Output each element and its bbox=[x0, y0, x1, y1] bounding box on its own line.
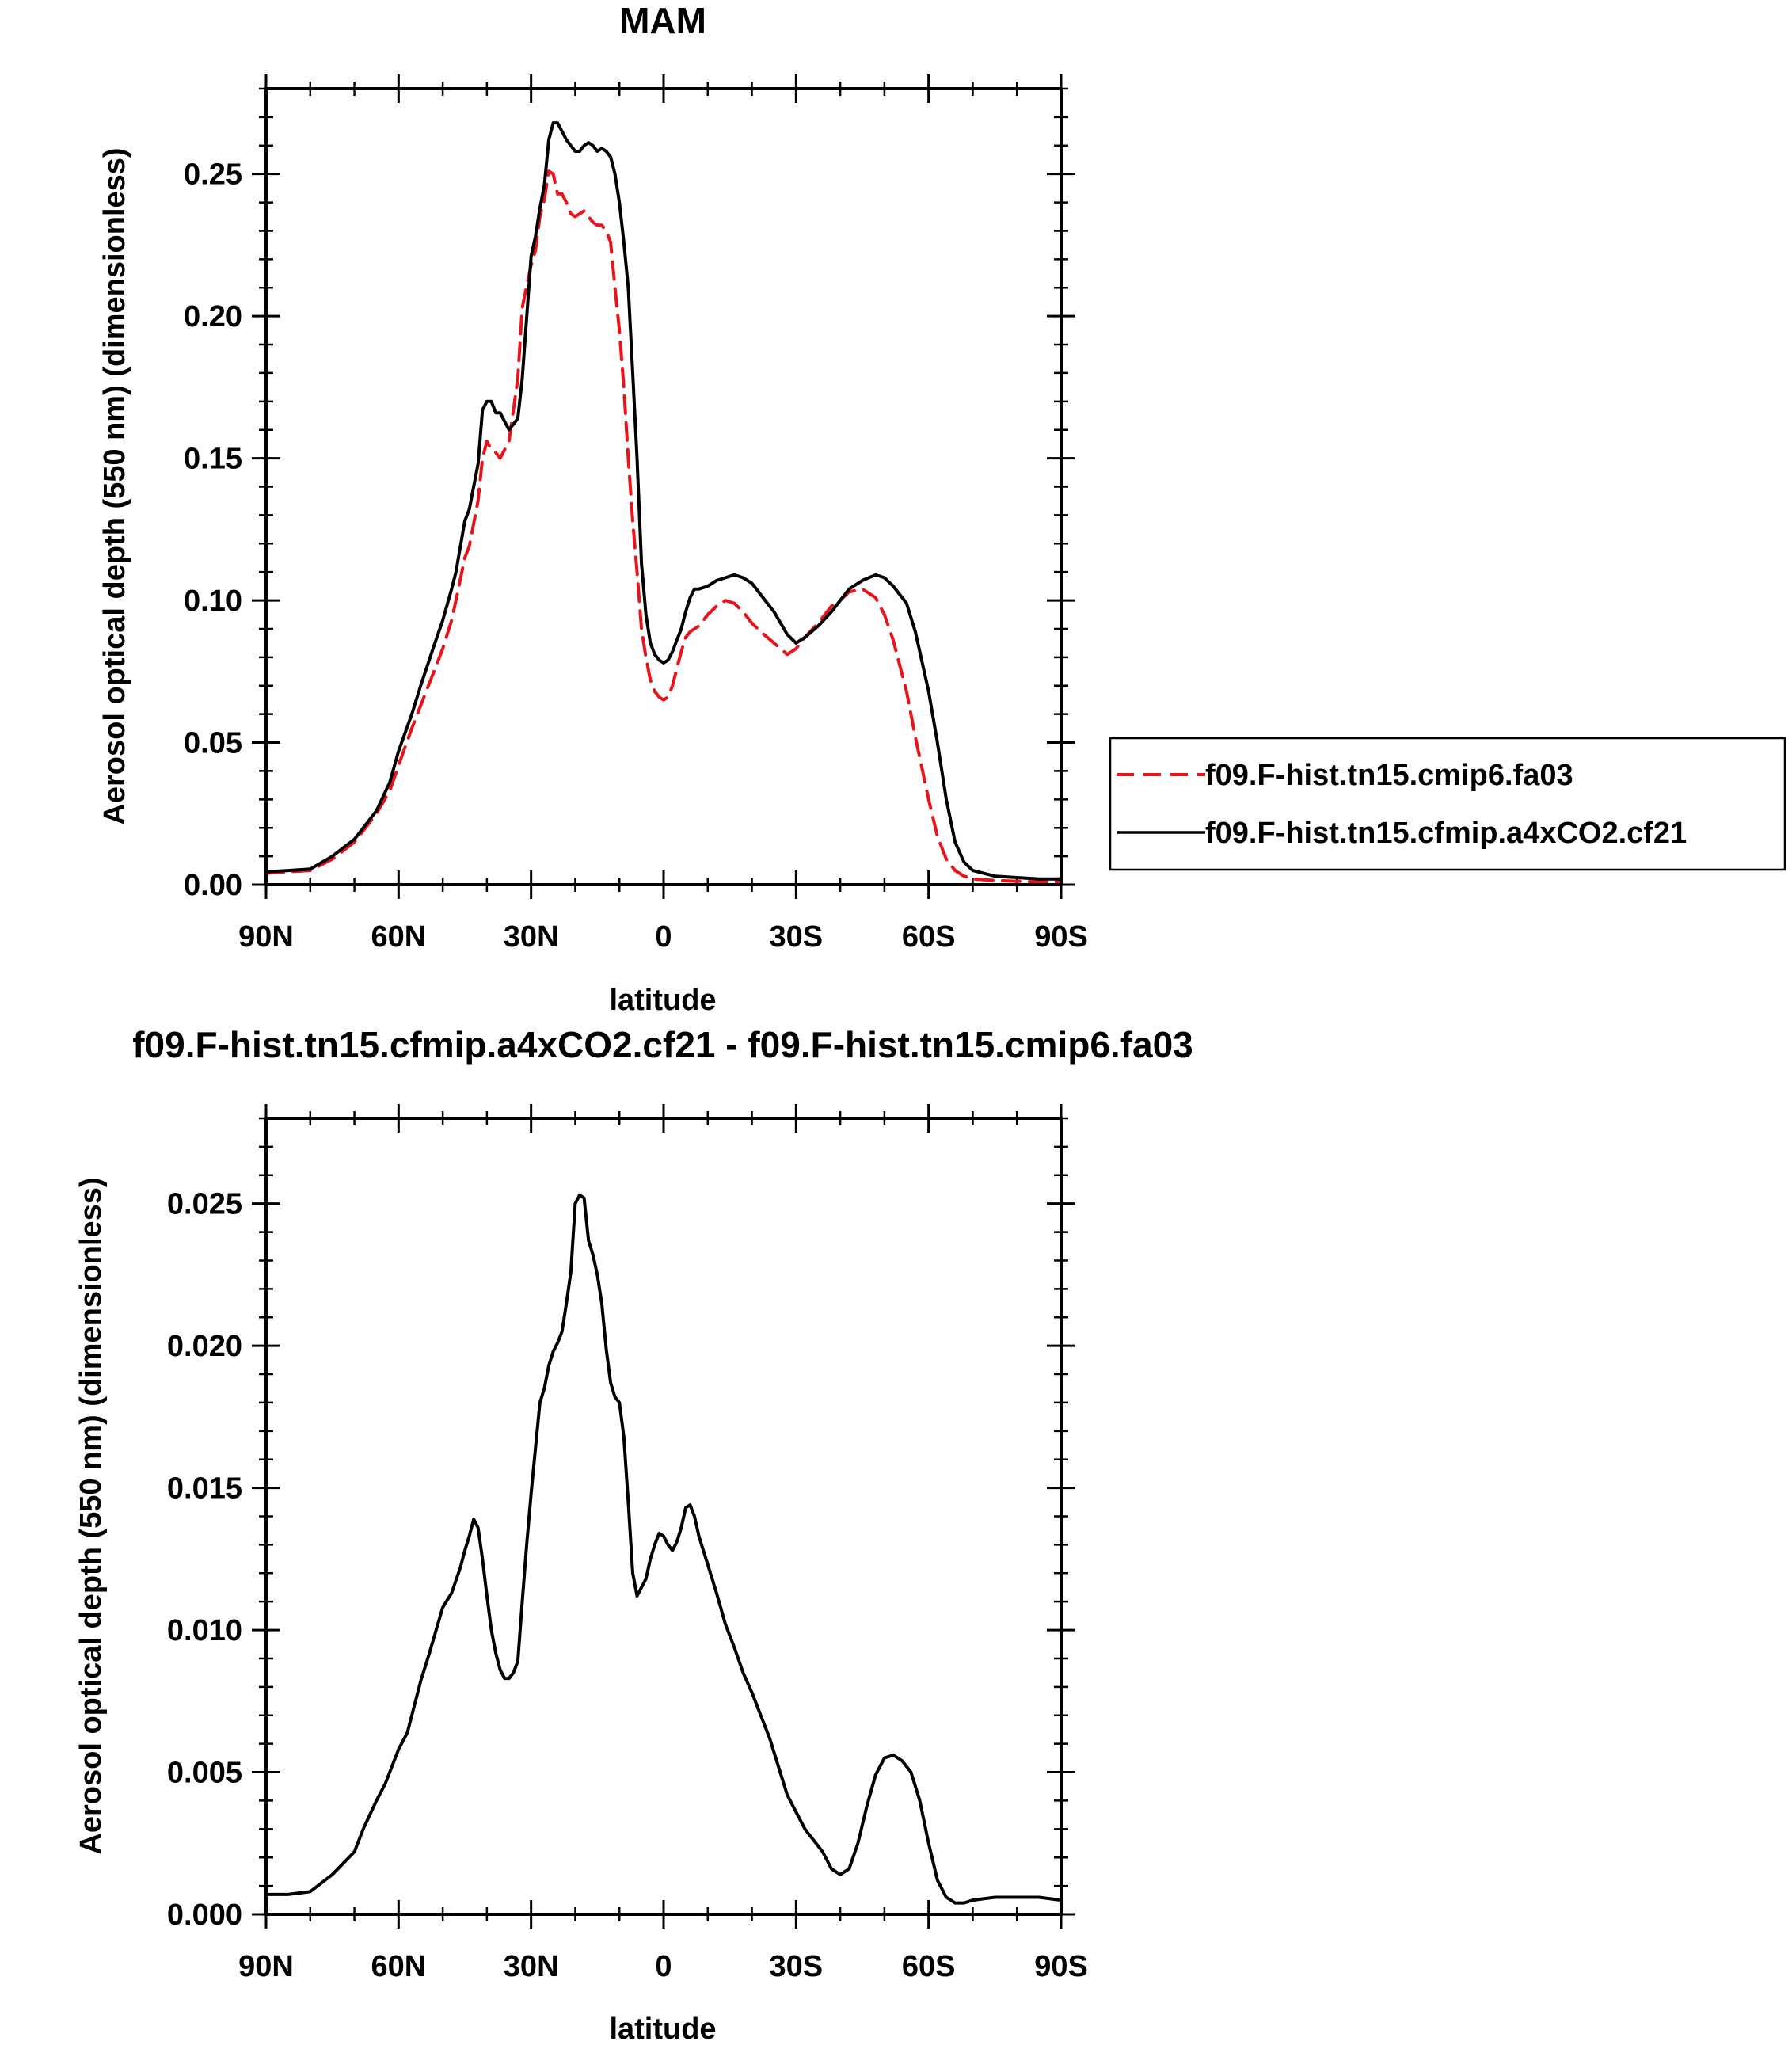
bottom-series-line-0 bbox=[264, 1193, 1063, 1905]
legend-label-cf21: f09.F-hist.tn15.cfmip.a4xCO2.cf21 bbox=[1205, 817, 1687, 850]
top-x-tick-label: 60N bbox=[371, 920, 426, 954]
bottom-x-tick-label: 60S bbox=[902, 1950, 956, 1983]
bottom-x-tick-label: 30N bbox=[504, 1950, 559, 1983]
top-y-axis-label: Aerosol optical depth (550 nm) (dimensio… bbox=[98, 147, 131, 824]
top-x-axis-label: latitude bbox=[609, 984, 716, 1017]
top-y-tick-label: 0.20 bbox=[184, 300, 242, 333]
top-y-tick-label: 0.15 bbox=[184, 443, 242, 476]
top-plot-frame bbox=[264, 87, 1063, 886]
top-x-tick-label: 90N bbox=[238, 920, 294, 954]
top-panel: MAM 90N 60N 30N 0 30S 60S 90S 0.00 0.05 0.10 0.15… bbox=[98, 0, 1088, 1017]
bottom-series bbox=[264, 1193, 1063, 1905]
top-x-tick-label: 0 bbox=[655, 920, 672, 954]
top-y-tick-label: 0.05 bbox=[184, 727, 242, 760]
top-title: MAM bbox=[619, 0, 706, 41]
legend: f09.F-hist.tn15.cmip6.fa03 f09.F-hist.tn… bbox=[1109, 737, 1786, 871]
bottom-y-tick-label: 0.005 bbox=[167, 1757, 242, 1790]
bottom-y-tick-label: 0.000 bbox=[167, 1898, 242, 1932]
top-x-tick-labels: 90N 60N 30N 0 30S 60S 90S bbox=[238, 920, 1088, 954]
bottom-y-axis-label: Aerosol optical depth (550 nm) (dimensio… bbox=[74, 1177, 108, 1854]
top-x-tick-label: 30N bbox=[504, 920, 559, 954]
bottom-plot-frame bbox=[264, 1117, 1063, 1916]
bottom-x-tick-labels: 90N 60N 30N 0 30S 60S 90S bbox=[238, 1950, 1088, 1983]
top-y-tick-label: 0.25 bbox=[184, 158, 242, 192]
bottom-x-tick-label: 90S bbox=[1034, 1950, 1088, 1983]
top-series-line-1 bbox=[264, 121, 1063, 881]
legend-label-fa03: f09.F-hist.tn15.cmip6.fa03 bbox=[1205, 759, 1573, 792]
bottom-y-tick-labels: 0.000 0.005 0.010 0.015 0.020 0.025 bbox=[167, 1188, 242, 1932]
top-series bbox=[264, 121, 1063, 884]
bottom-x-tick-label: 60N bbox=[371, 1950, 426, 1983]
top-x-tick-label: 30S bbox=[770, 920, 824, 954]
bottom-x-axis-label: latitude bbox=[609, 2013, 716, 2045]
bottom-panel: f09.F-hist.tn15.cfmip.a4xCO2.cf21 - f09.… bbox=[74, 1024, 1193, 2045]
top-x-tick-label: 90S bbox=[1034, 920, 1088, 954]
bottom-y-tick-label: 0.010 bbox=[167, 1614, 242, 1647]
bottom-y-tick-label: 0.025 bbox=[167, 1188, 242, 1221]
bottom-y-tick-label: 0.015 bbox=[167, 1472, 242, 1506]
top-series-line-0 bbox=[264, 169, 1063, 884]
bottom-x-tick-label: 90N bbox=[238, 1950, 294, 1983]
top-y-tick-label: 0.10 bbox=[184, 585, 242, 618]
bottom-x-tick-label: 0 bbox=[655, 1950, 672, 1983]
bottom-title: f09.F-hist.tn15.cfmip.a4xCO2.cf21 - f09.… bbox=[132, 1024, 1193, 1065]
top-y-tick-labels: 0.00 0.05 0.10 0.15 0.20 0.25 bbox=[184, 158, 242, 902]
legend-box bbox=[1109, 737, 1786, 871]
bottom-y-tick-label: 0.020 bbox=[167, 1330, 242, 1363]
bottom-x-tick-label: 30S bbox=[770, 1950, 824, 1983]
top-y-tick-label: 0.00 bbox=[184, 869, 242, 902]
top-x-tick-label: 60S bbox=[902, 920, 956, 954]
